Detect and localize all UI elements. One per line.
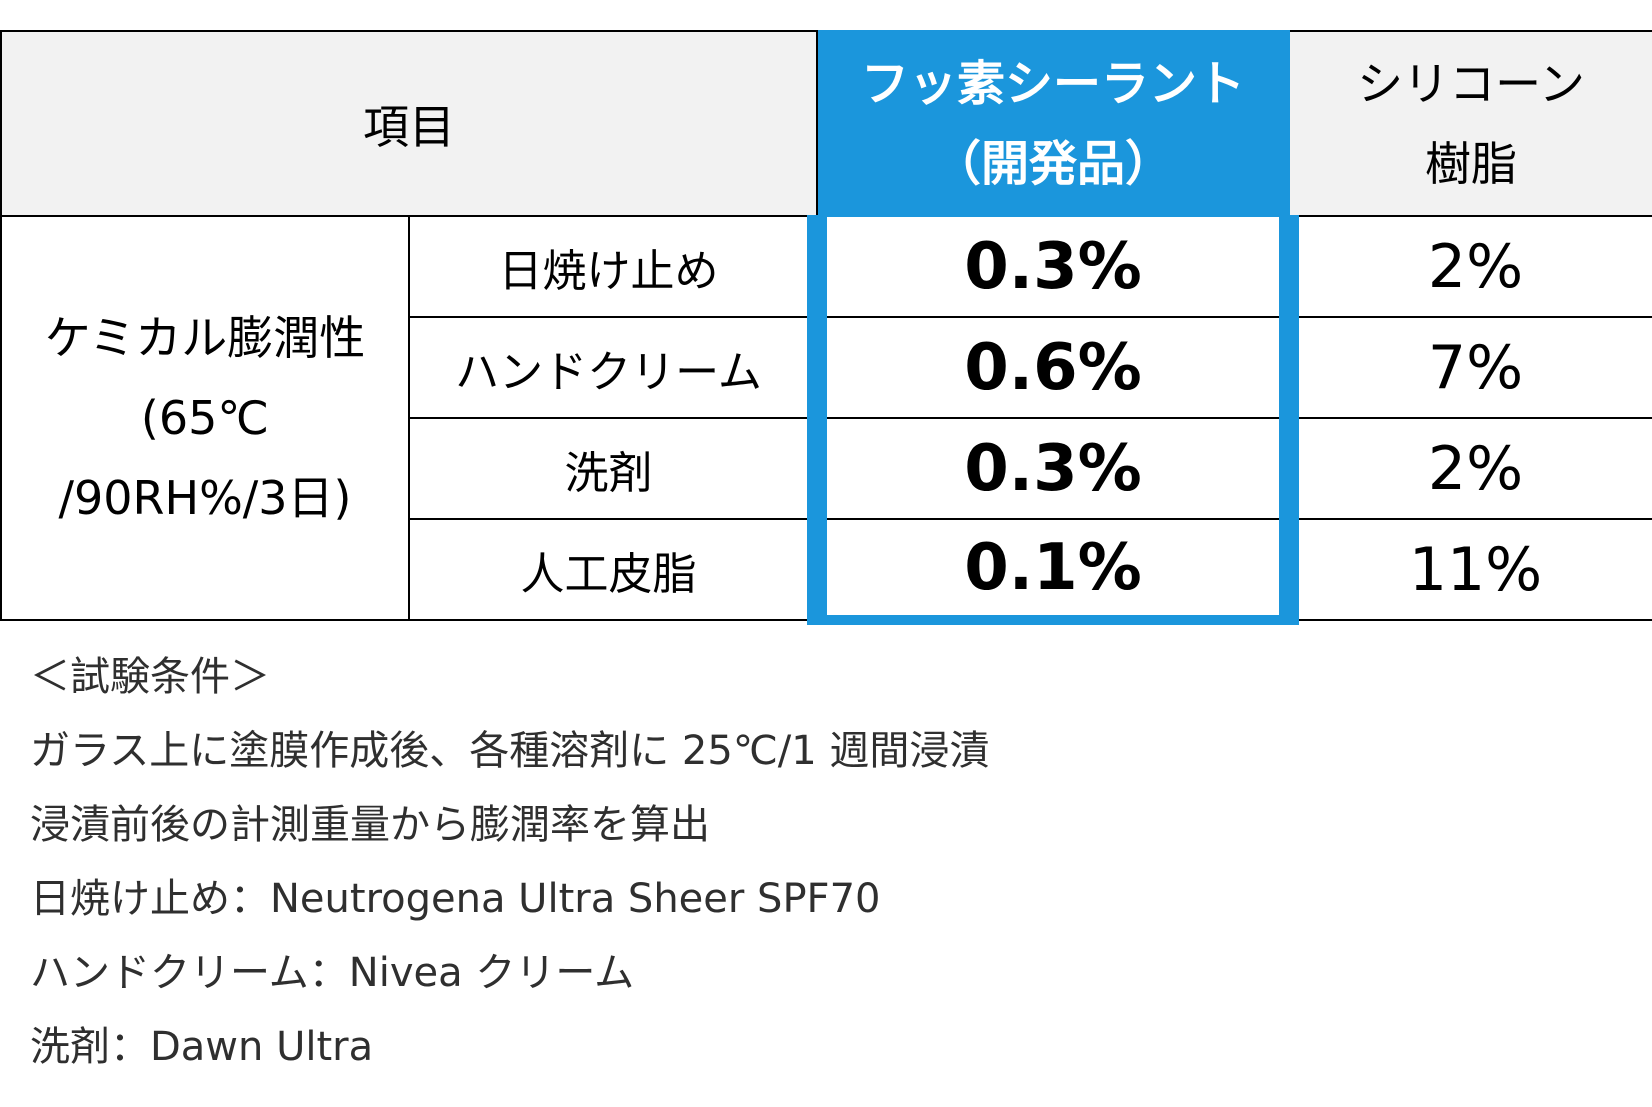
header-fluoro-note: （開発品）	[932, 135, 1173, 192]
table-row: 人工皮脂 0.1% 11%	[1, 518, 1652, 625]
note-line: ガラス上に塗膜作成後、各種溶剤に 25℃/1 週間浸漬	[30, 728, 990, 774]
table-header-row: 項目 フッ素シーラント （開発品） シリコーン 樹脂	[0, 30, 1652, 217]
fluoro-value-cell: 0.6%	[807, 316, 1299, 419]
comparison-table: 項目 フッ素シーラント （開発品） シリコーン 樹脂 ケミカル膨潤性 (65℃ …	[0, 30, 1652, 625]
note-line: 洗剤：Dawn Ultra	[30, 1024, 374, 1070]
condition-cell: ハンドクリーム	[408, 316, 818, 419]
property-name: ケミカル膨潤性	[44, 311, 366, 365]
header-fluoro-sealant: フッ素シーラント （開発品）	[816, 30, 1290, 217]
header-silicone: シリコーン 樹脂	[1288, 30, 1652, 217]
table-row: ケミカル膨潤性 (65℃ /90RH%/3日) 日焼け止め 0.3% 2%	[0, 215, 1652, 621]
note-line: 日焼け止め：Neutrogena Ultra Sheer SPF70	[30, 876, 881, 922]
fluoro-value-cell: 0.3%	[807, 417, 1299, 520]
header-item: 項目	[0, 30, 818, 217]
note-line: 浸漬前後の計測重量から膨潤率を算出	[30, 802, 710, 848]
silicone-value-cell: 2%	[1288, 417, 1652, 520]
silicone-value-cell: 2%	[1288, 215, 1652, 318]
silicone-value-cell: 11%	[1288, 518, 1652, 621]
condition-cell: 日焼け止め	[408, 215, 818, 318]
header-silicone-line2: 樹脂	[1425, 136, 1517, 191]
fluoro-value-cell: 0.3%	[807, 215, 1299, 318]
condition-cell: 洗剤	[408, 417, 818, 520]
property-condition-humidity: /90RH%/3日)	[58, 471, 352, 525]
table-row: ハンドクリーム 0.6% 7%	[1, 316, 1652, 419]
fluoro-value-cell: 0.1%	[807, 518, 1299, 625]
header-silicone-line1: シリコーン	[1357, 56, 1585, 111]
comparison-table-container: 項目 フッ素シーラント （開発品） シリコーン 樹脂 ケミカル膨潤性 (65℃ …	[0, 30, 1652, 625]
property-condition-temp: (65℃	[140, 391, 270, 445]
property-cell: ケミカル膨潤性 (65℃ /90RH%/3日)	[0, 215, 410, 621]
test-conditions-notes: ＜試験条件＞ ガラス上に塗膜作成後、各種溶剤に 25℃/1 週間浸漬 浸漬前後の…	[30, 640, 1630, 1084]
notes-heading: ＜試験条件＞	[30, 654, 270, 700]
header-fluoro-name: フッ素シーラント	[860, 55, 1245, 112]
condition-cell: 人工皮脂	[408, 518, 818, 621]
note-line: ハンドクリーム：Nivea クリーム	[30, 950, 635, 996]
silicone-value-cell: 7%	[1288, 316, 1652, 419]
table-row: 洗剤 0.3% 2%	[1, 417, 1652, 520]
